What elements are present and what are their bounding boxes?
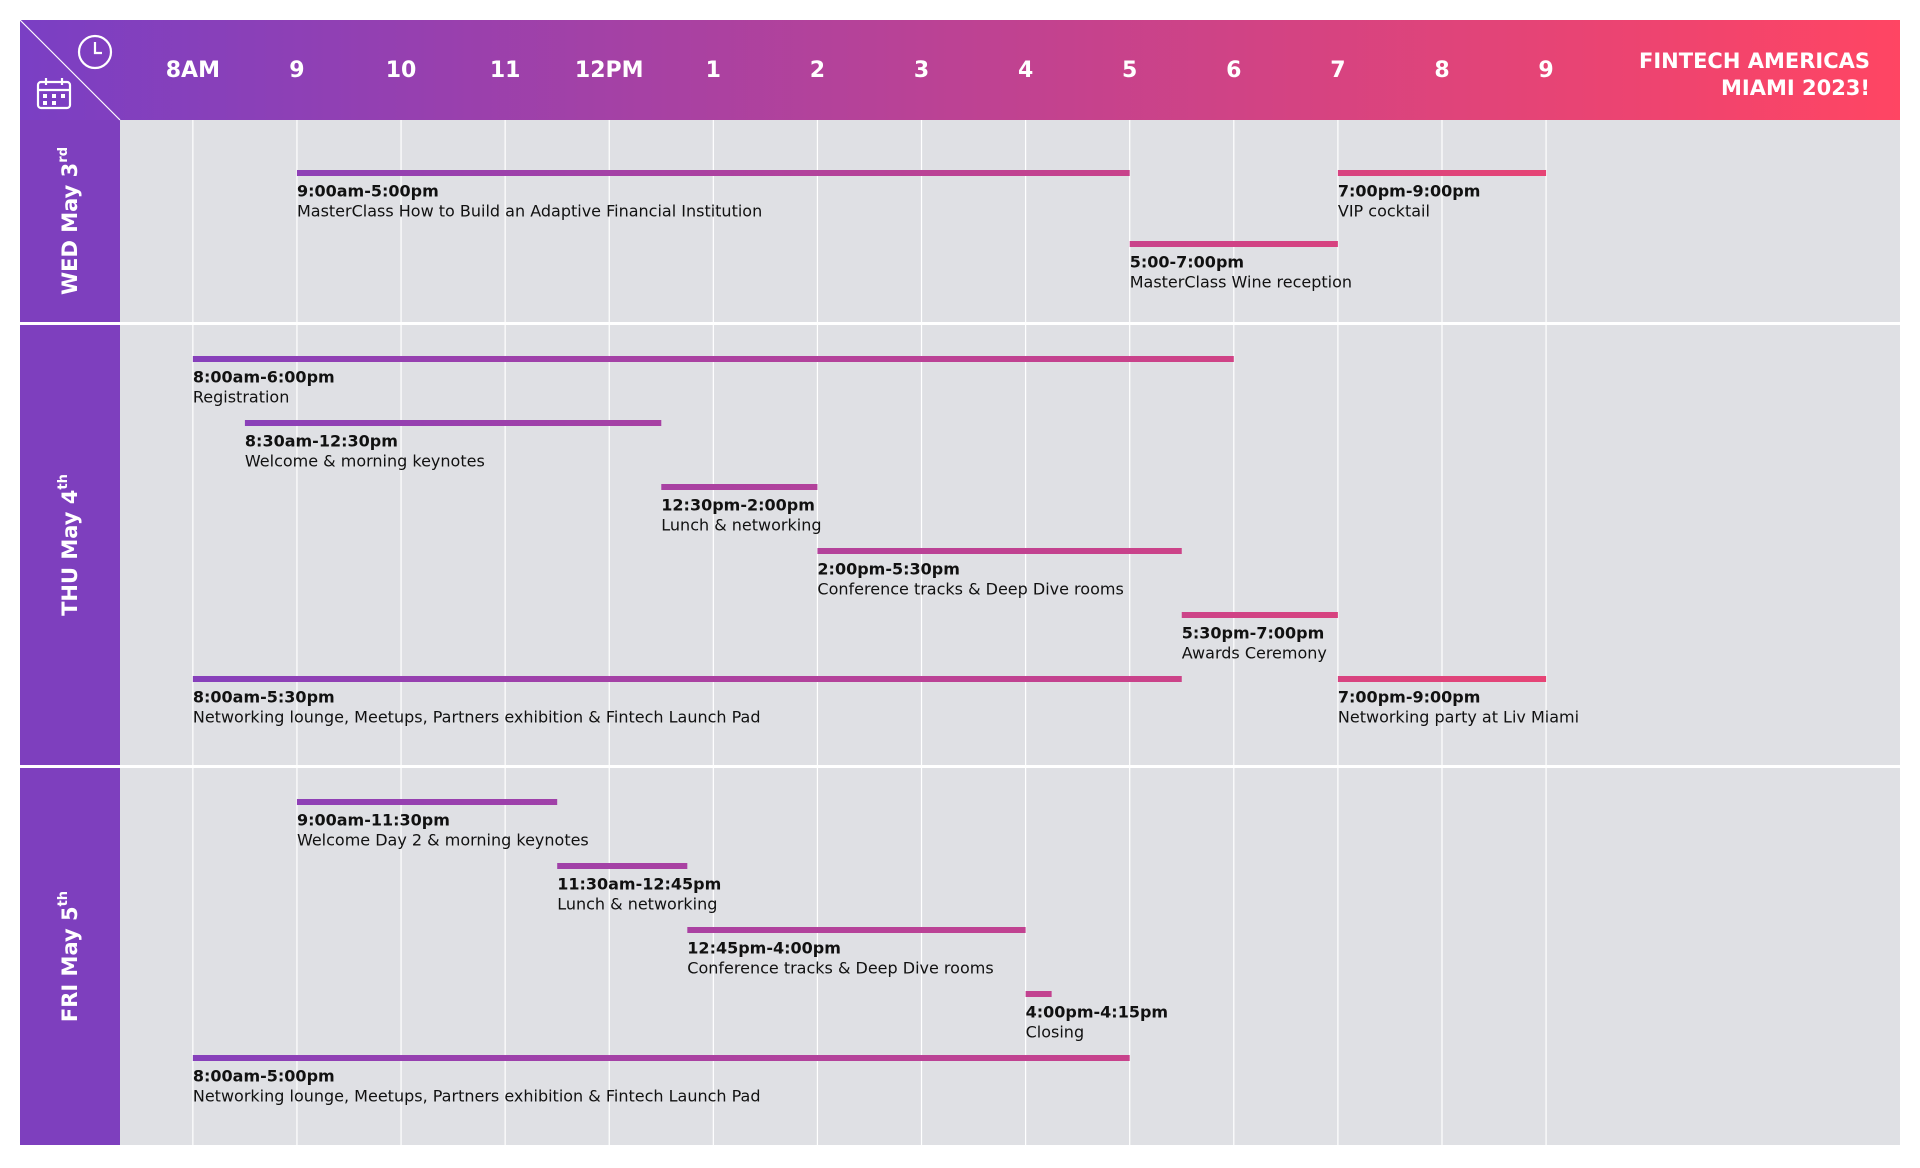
x-tick-label: 11: [490, 58, 521, 83]
event-name: Conference tracks & Deep Dive rooms: [687, 959, 993, 978]
event-name: Networking party at Liv Miami: [1338, 708, 1579, 727]
event-bar: [296, 170, 1130, 176]
event-time: 5:30pm-7:00pm: [1182, 624, 1324, 643]
event-name: MasterClass Wine reception: [1130, 273, 1352, 292]
event-time: 8:00am-5:00pm: [193, 1067, 335, 1086]
event-name: Awards Ceremony: [1182, 644, 1327, 663]
event-time: 8:00am-5:30pm: [193, 688, 335, 707]
event-time: 11:30am-12:45pm: [557, 875, 721, 894]
event-name: Lunch & networking: [557, 895, 717, 914]
day-label: FRI May 5th: [56, 891, 83, 1022]
event-bar: [244, 420, 662, 426]
x-tick-label: 9: [289, 58, 304, 83]
event-bar: [1129, 241, 1338, 247]
event-name: Registration: [193, 388, 289, 407]
event-time: 7:00pm-9:00pm: [1338, 688, 1480, 707]
event-bar: [192, 1055, 1130, 1061]
day-label: WED May 3rd: [56, 147, 83, 295]
event-bar: [1181, 612, 1338, 618]
x-tick-label: 12PM: [575, 58, 644, 83]
calendar-icon: [36, 78, 72, 110]
row-background: [120, 120, 1900, 322]
event-time: 2:00pm-5:30pm: [817, 560, 959, 579]
x-tick-label: 8: [1434, 58, 1449, 83]
x-tick-label: 1: [706, 58, 721, 83]
day-suffix: th: [56, 891, 71, 906]
event-time: 12:45pm-4:00pm: [687, 939, 841, 958]
event-bar: [687, 927, 1026, 933]
event-bar: [661, 484, 818, 490]
event-name: Welcome & morning keynotes: [245, 452, 485, 471]
event-bar: [817, 548, 1182, 554]
day-column: [20, 120, 120, 322]
corner-divider: [19, 19, 121, 121]
day-column: [20, 768, 120, 1145]
x-tick-label: 10: [386, 58, 417, 83]
event-name: Networking lounge, Meetups, Partners exh…: [193, 708, 761, 727]
x-tick-label: 6: [1226, 58, 1241, 83]
event-time: 12:30pm-2:00pm: [661, 496, 815, 515]
clock-icon: [77, 34, 113, 70]
x-tick-label: 8AM: [166, 58, 220, 83]
day-name: THU May 4: [58, 490, 82, 616]
event-bar: [1337, 676, 1547, 682]
event-name: MasterClass How to Build an Adaptive Fin…: [297, 202, 762, 221]
day-suffix: th: [56, 474, 71, 489]
event-name: Closing: [1026, 1023, 1084, 1042]
row-background: [120, 325, 1900, 765]
x-tick-label: 9: [1538, 58, 1553, 83]
event-bar: [192, 356, 1234, 362]
x-tick-label: 2: [810, 58, 825, 83]
chart-title: FINTECH AMERICAS: [1639, 49, 1870, 73]
day-label: THU May 4th: [56, 474, 83, 616]
event-time: 4:00pm-4:15pm: [1026, 1003, 1168, 1022]
x-tick-label: 5: [1122, 58, 1137, 83]
row-background: [120, 768, 1900, 1145]
event-bar: [1337, 170, 1547, 176]
event-bar: [1025, 991, 1052, 997]
day-column: [20, 325, 120, 765]
event-name: Conference tracks & Deep Dive rooms: [817, 580, 1123, 599]
event-time: 9:00am-5:00pm: [297, 182, 439, 201]
event-name: Welcome Day 2 & morning keynotes: [297, 831, 589, 850]
x-tick-label: 3: [914, 58, 929, 83]
event-bar: [192, 676, 1182, 682]
day-name: FRI May 5: [58, 906, 82, 1022]
event-time: 7:00pm-9:00pm: [1338, 182, 1480, 201]
event-time: 8:00am-6:00pm: [193, 368, 335, 387]
day-name: WED May 3: [58, 163, 82, 295]
event-bar: [557, 863, 688, 869]
x-tick-label: 7: [1330, 58, 1345, 83]
event-time: 9:00am-11:30pm: [297, 811, 450, 830]
chart-title: MIAMI 2023!: [1721, 76, 1870, 100]
event-name: Lunch & networking: [661, 516, 821, 535]
event-time: 5:00-7:00pm: [1130, 253, 1244, 272]
header-band: [20, 20, 1900, 120]
day-suffix: rd: [56, 147, 71, 163]
x-tick-label: 4: [1018, 58, 1033, 83]
event-time: 8:30am-12:30pm: [245, 432, 398, 451]
event-name: Networking lounge, Meetups, Partners exh…: [193, 1087, 761, 1106]
event-name: VIP cocktail: [1338, 202, 1430, 221]
event-bar: [296, 799, 558, 805]
